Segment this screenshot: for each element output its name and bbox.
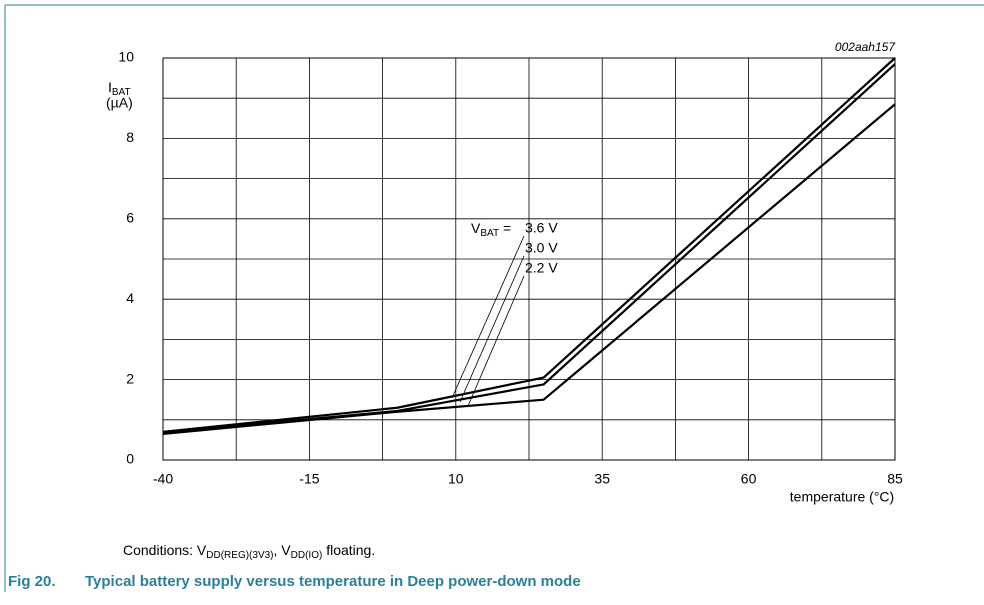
y-tick-label: 4 xyxy=(126,290,134,306)
series-label: 2.2 V xyxy=(525,260,558,276)
caption-text: Typical battery supply versus temperatur… xyxy=(85,573,581,590)
y-tick-label: 6 xyxy=(126,210,134,226)
y-label-sub: BAT xyxy=(112,87,131,98)
series-line xyxy=(162,103,896,435)
x-tick-label: 35 xyxy=(594,471,610,487)
y-tick-label: 0 xyxy=(126,451,134,467)
leader-line xyxy=(467,275,525,407)
y-axis-unit: (µA) xyxy=(106,95,133,111)
annotation-main: V xyxy=(471,220,481,236)
caption-number: Fig 20. xyxy=(8,573,56,590)
leader-line xyxy=(451,235,525,399)
y-tick-label: 8 xyxy=(126,129,134,145)
annotation: VBAT = xyxy=(471,220,511,239)
figure-id: 002aah157 xyxy=(835,40,896,54)
series-line xyxy=(162,57,896,433)
y-label-main: I xyxy=(108,79,112,95)
annotation-sub: BAT xyxy=(480,228,499,239)
x-tick-label: -40 xyxy=(153,471,173,487)
y-tick-label: 2 xyxy=(126,370,134,386)
conditions-text: floating. xyxy=(322,542,375,558)
x-axis-label: temperature (°C) xyxy=(790,489,894,505)
y-axis-label: IBAT xyxy=(108,79,131,98)
x-tick-label: 60 xyxy=(741,471,757,487)
conditions-text: Conditions: V xyxy=(123,542,207,558)
plot-frame xyxy=(162,57,896,461)
leader-line xyxy=(459,255,525,403)
conditions-text: , V xyxy=(274,542,292,558)
annotation-rest: = xyxy=(499,220,511,236)
x-tick-label: 10 xyxy=(448,471,464,487)
x-tick-label: 85 xyxy=(887,471,903,487)
plot: -40 -15 10 35 60 85 0 2 4 6 8 10 3.6 V 3.0 V 2.2 V xyxy=(118,49,903,487)
caption: Fig 20. Typical battery supply versus tem… xyxy=(8,573,581,590)
conditions-sub: DD(REG)(3V3) xyxy=(206,550,273,561)
conditions: Conditions: VDD(REG)(3V3), VDD(IO) float… xyxy=(123,542,375,561)
x-tick-label: -15 xyxy=(299,471,319,487)
series-label: 3.0 V xyxy=(525,240,558,256)
y-tick-label: 10 xyxy=(118,49,134,65)
conditions-sub: DD(IO) xyxy=(291,550,323,561)
series-label: 3.6 V xyxy=(525,220,558,236)
